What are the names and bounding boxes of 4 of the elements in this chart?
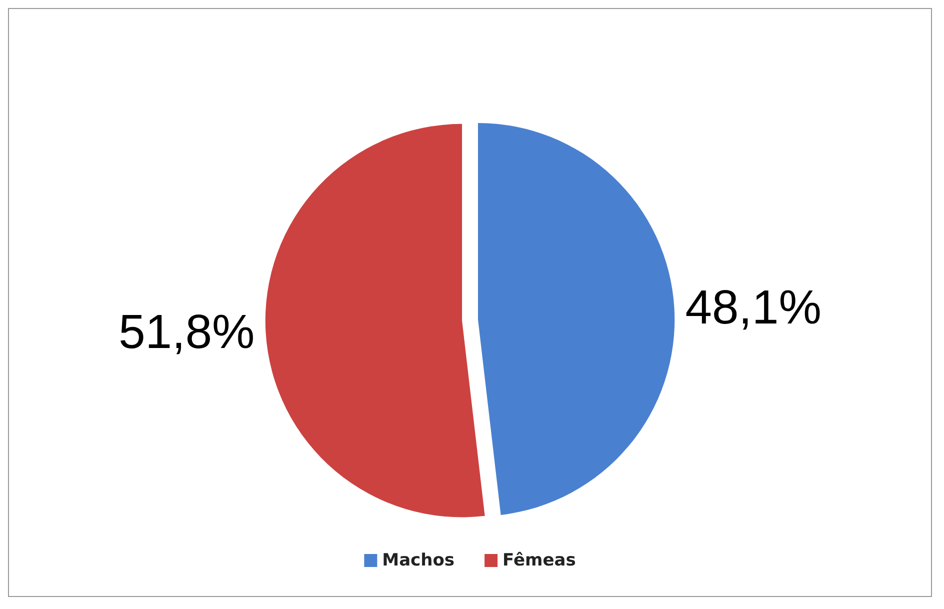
legend-label: Fêmeas: [502, 550, 576, 570]
data-label: 48,1%: [685, 281, 822, 334]
legend-label: Machos: [382, 550, 455, 570]
data-label: 51,8%: [118, 306, 255, 359]
